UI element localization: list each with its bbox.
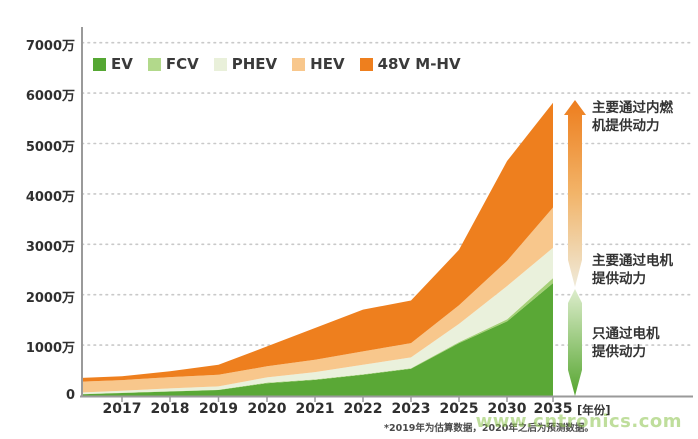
annotation-ice-power: 主要通过内燃 机提供动力 (592, 100, 673, 135)
legend-label: 48V M-HV (377, 55, 461, 73)
legend-item-phev: PHEV (213, 55, 278, 73)
annotation-only-motor: 只通过电机 提供动力 (592, 326, 660, 361)
annotation-line: 主要通过电机 (592, 253, 673, 269)
legend-swatch (292, 57, 306, 71)
annotation-line: 机提供动力 (592, 117, 660, 134)
legend-label: HEV (310, 55, 345, 73)
y-tick-label: 2000万 (25, 290, 75, 306)
ice-power-arrow (564, 100, 586, 287)
x-axis-unit-label: [年份] (577, 403, 611, 417)
annotation-line: 提供动力 (592, 270, 646, 287)
y-tick-label: 7000万 (25, 38, 75, 54)
annotation-line: 只通过电机 (592, 326, 660, 342)
area-ev (82, 283, 553, 396)
x-tick-label: 2030 (487, 401, 527, 417)
y-tick-label: 1000万 (25, 341, 75, 357)
axes (80, 27, 693, 402)
x-tick-label: 2022 (343, 401, 383, 417)
legend-swatch (147, 57, 161, 71)
annotation-line: 主要通过内燃 (592, 100, 673, 116)
legend-item-hev: HEV (292, 55, 345, 73)
x-tick-label: 2020 (247, 401, 287, 417)
y-tick-label: 6000万 (25, 89, 75, 105)
annotation-mainly-motor: 主要通过电机 提供动力 (592, 253, 673, 288)
legend-label: PHEV (231, 55, 278, 73)
legend-swatch (359, 57, 373, 71)
motor-power-arrow (568, 289, 582, 396)
area-48v-m-hv (82, 102, 553, 382)
annotation-line: 提供动力 (592, 343, 646, 360)
y-tick-label: 0 (65, 387, 75, 403)
legend-item-48v-m-hv: 48V M-HV (359, 55, 461, 73)
y-tick-label: 3000万 (25, 240, 75, 256)
legend-swatch (93, 57, 106, 71)
footnote: *2019年为估算数据，2020年之后为预测数据。 (384, 423, 594, 434)
x-tick-label: 2017 (102, 401, 142, 417)
x-tick-label: 2023 (391, 401, 431, 417)
x-tick-label: 2035 (533, 401, 573, 417)
x-tick-label: 2018 (150, 401, 190, 417)
legend-item-ev: EV (93, 55, 133, 73)
x-tick-label: 2025 (439, 401, 479, 417)
watermark: www.cntronics.com (475, 411, 682, 432)
y-tick-label: 5000万 (25, 139, 75, 155)
y-tick-label: 4000万 (25, 189, 75, 205)
legend-swatch (213, 57, 227, 71)
x-tick-label: 2021 (295, 401, 335, 417)
legend-label: FCV (165, 55, 199, 73)
legend: EV FCV PHEV HEV 48V M-HV (93, 55, 461, 73)
x-tick-label: 2019 (199, 401, 238, 417)
legend-item-fcv: FCV (147, 55, 199, 73)
area-series-group (82, 102, 553, 396)
gridlines (81, 41, 691, 346)
legend-label: EV (111, 55, 133, 73)
